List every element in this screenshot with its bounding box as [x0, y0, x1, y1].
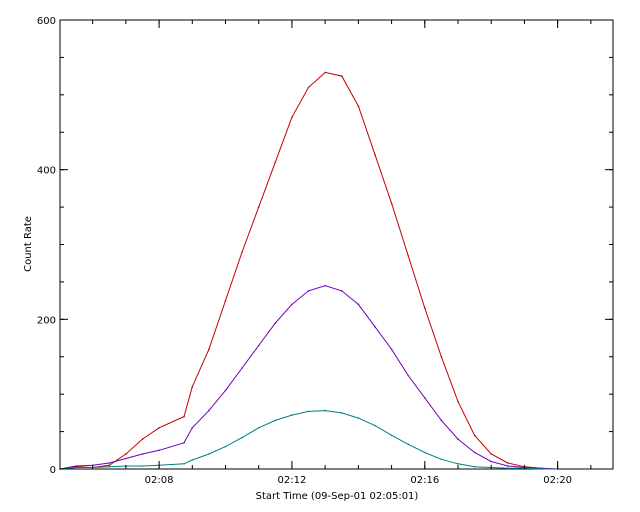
series-2-point [274, 322, 277, 324]
series-3-point [224, 445, 227, 448]
series-3-point [357, 417, 360, 419]
y-tick-label: 200 [37, 315, 56, 326]
series-1-point [241, 251, 243, 253]
series-1-point [108, 464, 111, 467]
series-3-point [440, 458, 443, 461]
series-3-point [241, 436, 243, 439]
series-2-point [390, 348, 393, 351]
series-2-point [125, 457, 127, 460]
series-2-point [208, 409, 210, 412]
series-1-point [490, 453, 493, 455]
series-2-point [241, 367, 243, 369]
series-3-point [191, 459, 194, 461]
series-1-point [158, 427, 160, 429]
series-1-point [440, 356, 443, 358]
series-3-point [374, 424, 376, 427]
series-1-point [257, 206, 260, 208]
series-1-point [307, 86, 310, 89]
series-1-point [457, 400, 459, 403]
x-tick-label: 02:16 [410, 475, 439, 486]
series-1-point [357, 105, 360, 107]
series-3-point [457, 463, 459, 465]
plot-frame [59, 19, 614, 470]
series-3-point [141, 465, 144, 467]
series-3-point [540, 468, 542, 470]
series-1-point [191, 385, 194, 388]
series-1-point [125, 453, 127, 455]
series-3-point [307, 410, 310, 413]
series-3-point [274, 419, 277, 422]
series-2-point [158, 449, 160, 452]
series-3-point [390, 434, 393, 437]
series-3-point [75, 466, 77, 469]
series-layer [59, 71, 559, 470]
series-1-point [424, 307, 426, 309]
series-3-point [257, 427, 260, 429]
series-3-point [183, 463, 185, 465]
series-3-point [507, 467, 509, 470]
series-3-point [324, 409, 327, 412]
series-1-point [473, 434, 476, 437]
series-1-point [291, 116, 293, 119]
series-1-point [407, 254, 410, 257]
y-tick-label: 400 [37, 166, 56, 177]
x-tick-label: 02:08 [145, 475, 174, 486]
series-2-point [490, 460, 493, 463]
series-line-2 [59, 285, 558, 470]
series-1-point [507, 462, 509, 464]
series-2-point [191, 427, 194, 429]
series-3-point [291, 414, 293, 416]
series-line-3 [59, 410, 558, 470]
series-3-point [208, 453, 210, 455]
series-2-point [108, 462, 111, 464]
series-2-point [341, 290, 343, 292]
series-3-point [407, 443, 410, 446]
series-2-point [257, 344, 260, 347]
tick-layer: 02:08 02:12 02:16 02:20 0 200 400 600 [37, 16, 613, 486]
x-axis-label: Start Time (09-Sep-01 02:05:01) [256, 491, 419, 502]
series-1-point [183, 415, 185, 418]
series-1-point [224, 299, 227, 302]
x-tick-label: 02:20 [543, 475, 572, 486]
series-2-point [374, 326, 376, 328]
series-2-point [183, 442, 185, 444]
series-2-point [307, 290, 310, 292]
series-2-point [357, 303, 360, 306]
series-2-point [407, 374, 410, 377]
series-2-point [440, 419, 443, 422]
series-1-point [208, 348, 210, 351]
y-axis-label: Count Rate [23, 216, 34, 272]
series-3-point [473, 466, 476, 468]
series-2-point [291, 303, 293, 306]
x-tick-label: 02:12 [278, 475, 307, 486]
series-3-point [424, 451, 426, 454]
series-line-1 [59, 71, 558, 470]
series-1-point [274, 161, 277, 163]
series-2-point [473, 451, 476, 454]
series-2-point [424, 397, 426, 399]
series-1-point [341, 75, 343, 77]
series-1-point [390, 202, 393, 205]
series-3-point [108, 466, 111, 468]
series-2-point [507, 465, 509, 467]
y-tick-label: 600 [37, 16, 56, 27]
series-3-point [341, 412, 343, 414]
series-2-point [324, 284, 327, 287]
series-1-point [141, 438, 144, 440]
series-2-point [75, 465, 77, 467]
series-2-point [224, 389, 227, 392]
series-1-point [374, 153, 376, 156]
y-tick-label: 0 [50, 465, 56, 476]
series-2-point [457, 438, 459, 440]
series-2-point [141, 453, 144, 455]
series-1-point [324, 71, 327, 74]
